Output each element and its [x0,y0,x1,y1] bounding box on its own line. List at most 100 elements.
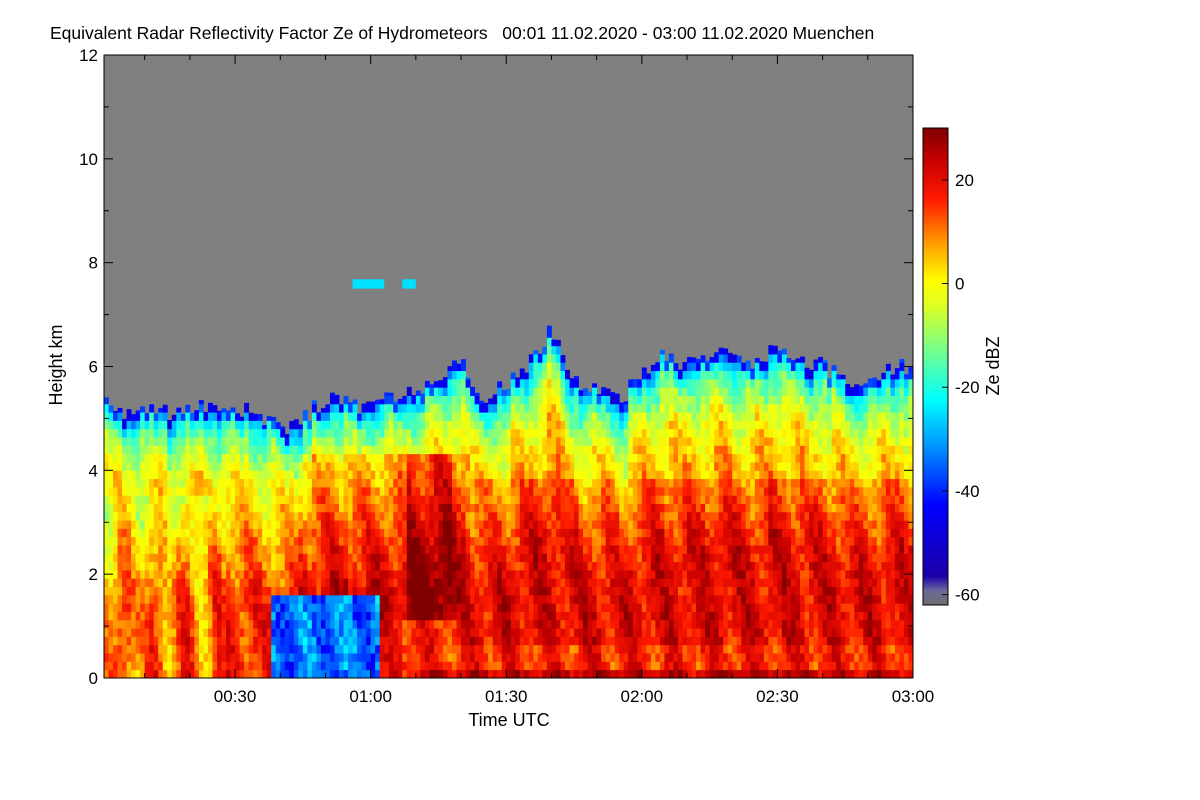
heatmap-cell [641,403,647,413]
heatmap-cell [623,403,629,413]
heatmap-cell [682,437,688,446]
heatmap-cell [185,412,191,421]
heatmap-cell [569,378,575,380]
heatmap-cell [524,428,530,438]
heatmap-cell [655,453,661,463]
heatmap-cell [117,412,123,421]
heatmap-cell [162,486,168,496]
heatmap-cell [415,661,421,671]
heatmap-cell [574,594,579,604]
heatmap-cell [212,619,218,629]
heatmap-cell [158,412,164,421]
heatmap-cell [664,437,670,446]
heatmap-cell [153,428,159,438]
heatmap-cell [325,511,331,521]
heatmap-cell [104,528,109,538]
heatmap-cell [560,603,566,612]
heatmap-cell [393,428,399,438]
heatmap-cell [144,619,150,629]
heatmap-cell [429,453,435,463]
heatmap-cell [271,545,277,554]
heatmap-cell [677,486,683,496]
heatmap-cell [578,453,584,463]
heatmap-cell [641,420,647,430]
heatmap-cell [135,578,141,588]
heatmap-cell [388,437,394,446]
heatmap-cell [420,619,426,629]
heatmap-cell [397,644,403,654]
heatmap-cell [230,428,236,438]
heatmap-cell [176,611,182,621]
heatmap-cell [452,428,457,438]
heatmap-cell [510,653,516,662]
heatmap-cell [379,495,385,504]
heatmap-cell [108,653,114,662]
heatmap-cell [375,428,381,438]
heatmap-cell [320,561,326,571]
heatmap-cell [465,553,471,563]
heatmap-cell [551,370,557,380]
heatmap-cell [479,470,485,480]
heatmap-cell [727,495,733,504]
heatmap-cell [284,453,290,463]
heatmap-cell [655,669,661,679]
heatmap-cell [176,503,182,513]
heatmap-cell [673,545,679,554]
heatmap-cell [185,619,191,629]
heatmap-cell [470,520,475,529]
heatmap-cell [705,370,711,380]
heatmap-cell [406,486,412,496]
heatmap-cell [420,528,426,538]
heatmap-cell [298,578,304,588]
heatmap-cell [171,570,177,579]
heatmap-cell [664,420,670,430]
heatmap-cell [564,628,570,637]
heatmap-cell [456,586,462,596]
heatmap-cell [244,594,250,604]
heatmap-cell [212,445,218,455]
heatmap-cell [483,669,489,679]
heatmap-cell [650,470,656,480]
heatmap-cell [705,528,711,538]
heatmap-cell [605,578,611,588]
heatmap-cell [497,412,503,421]
heatmap-cell [176,644,182,654]
heatmap-cell [447,445,453,455]
heatmap-cell [673,619,679,629]
heatmap-cell [519,368,525,372]
heatmap-cell [578,570,584,579]
heatmap-cell [357,478,363,488]
heatmap-cell [171,603,177,612]
heatmap-cell [216,586,222,596]
heatmap-cell [117,653,123,662]
heatmap-cell [316,553,322,563]
heatmap-cell [542,346,548,355]
heatmap-cell [438,445,444,455]
heatmap-cell [424,553,430,563]
heatmap-cell [488,603,494,612]
heatmap-cell [682,520,688,529]
heatmap-cell [646,636,652,646]
heatmap-cell [488,669,494,679]
heatmap-cell [271,653,277,662]
heatmap-cell [289,669,295,679]
heatmap-cell [705,362,711,372]
heatmap-cell [284,619,290,629]
heatmap-cell [244,561,250,571]
heatmap-cell [696,428,701,438]
heatmap-cell [623,661,629,671]
heatmap-cell [420,636,426,646]
heatmap-cell [348,619,353,629]
heatmap-cell [705,570,711,579]
heatmap-cell [162,669,168,679]
heatmap-cell [696,561,701,571]
heatmap-cell [348,478,353,488]
heatmap-cell [632,470,638,480]
heatmap-cell [650,486,656,496]
heatmap-cell [610,611,616,621]
heatmap-cell [212,428,218,438]
heatmap-cell [447,428,453,438]
heatmap-cell [614,603,620,612]
heatmap-cell [239,445,245,455]
